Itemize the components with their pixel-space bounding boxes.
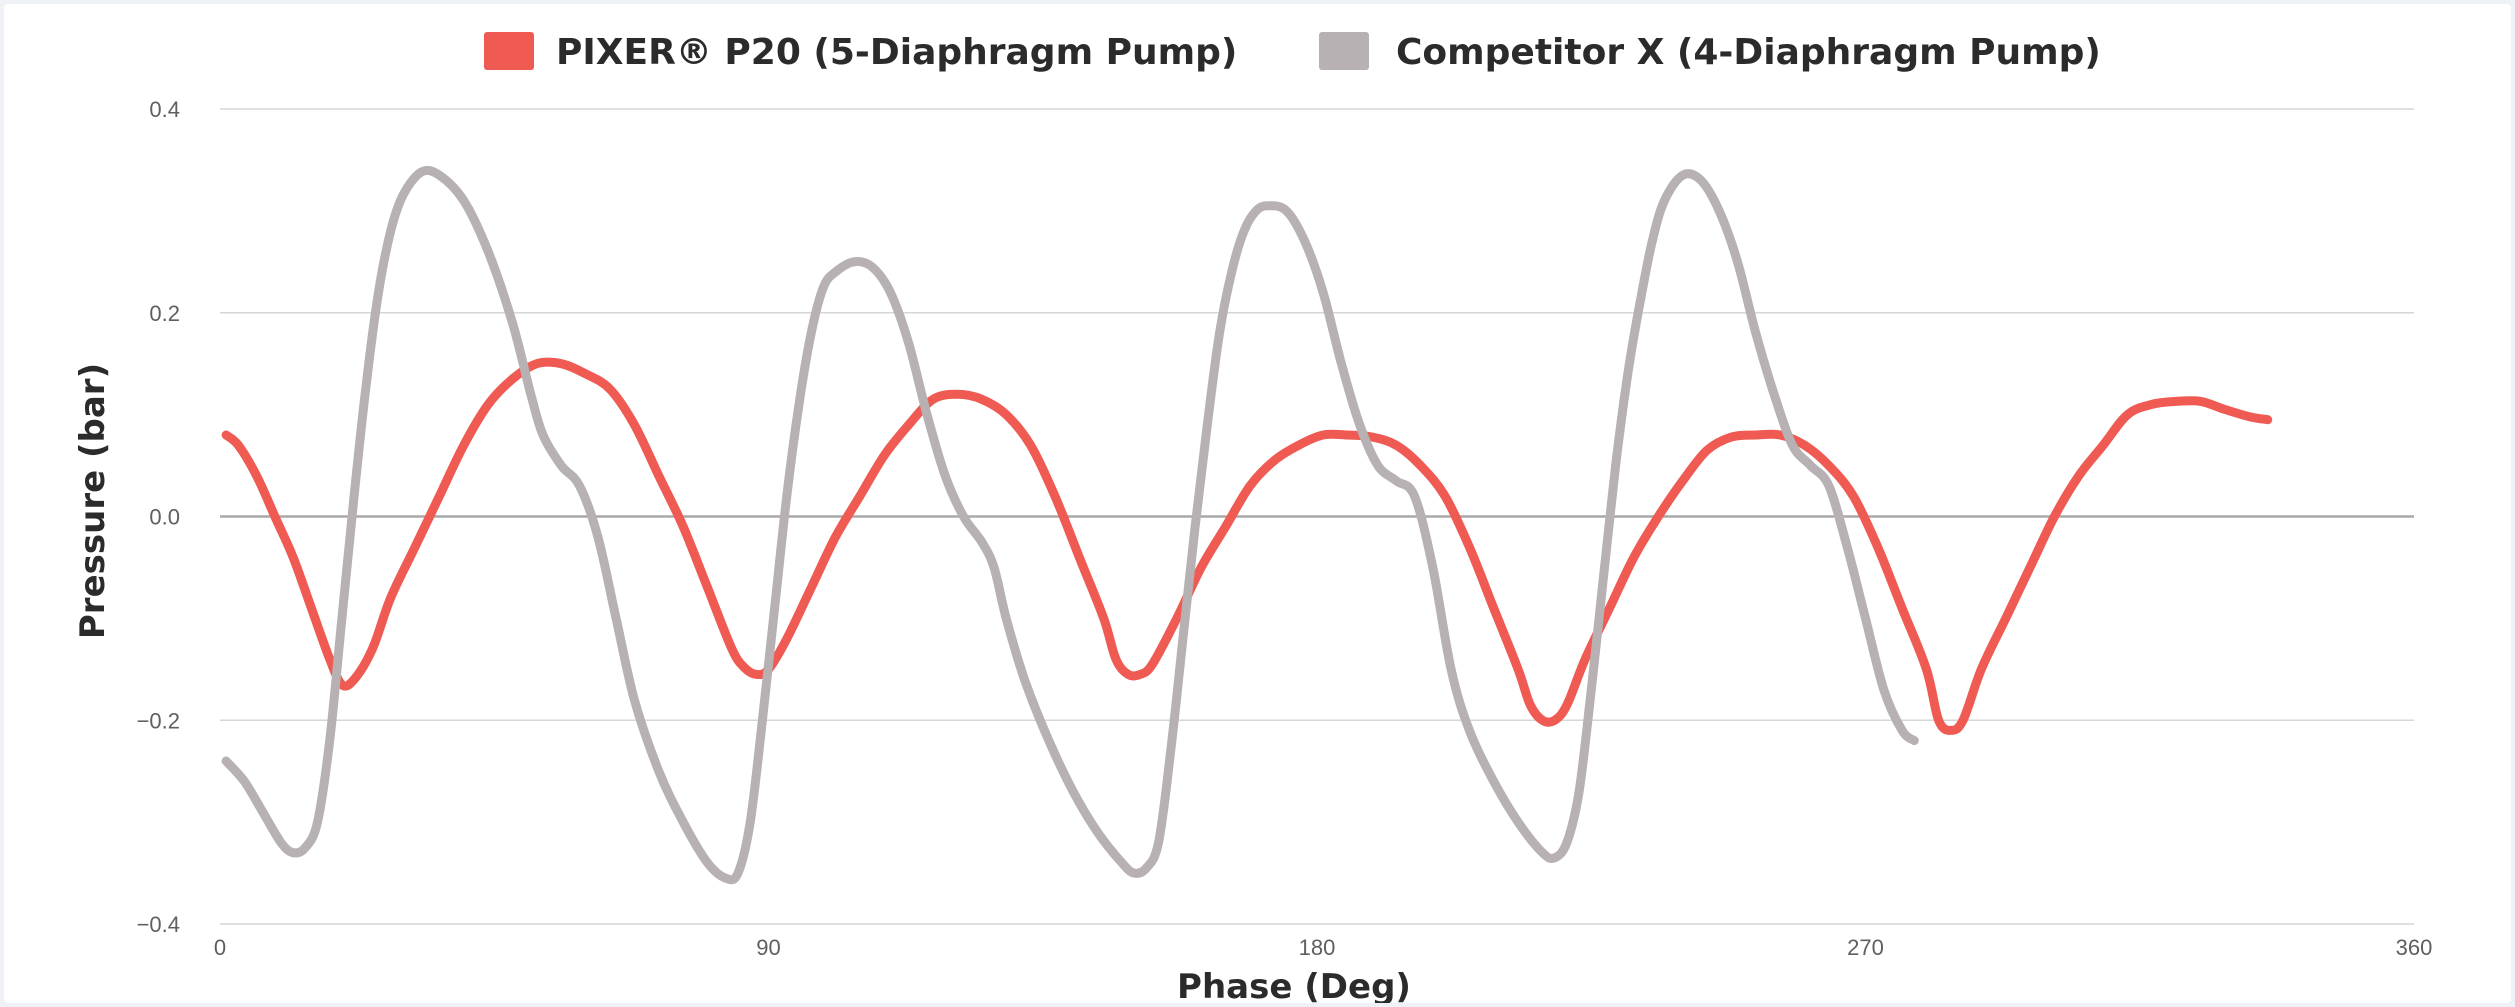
y-axis-title: Pressure (bar) [73,363,113,639]
x-tick-label: 0 [214,935,226,960]
series-line-pixer [221,357,2273,735]
x-tick-label: 180 [1299,935,1336,960]
legend: PIXER® P20 (5-Diaphragm Pump) Competitor… [484,32,2101,73]
x-axis-title: Phase (Deg) [1177,967,1411,1003]
y-tick-label: 0.2 [149,301,180,326]
series-lines [221,165,2273,885]
x-tick-label: 360 [2396,935,2433,960]
y-tick-label: −0.4 [137,912,180,937]
x-tick-labels: 0 90 180 270 360 [214,935,2432,960]
legend-label-competitor: Competitor X (4-Diaphragm Pump) [1396,32,2101,73]
y-tick-label: −0.2 [137,708,180,733]
y-tick-labels: 0.4 0.2 0.0 −0.2 −0.4 [137,97,180,937]
chart-frame: 0.4 0.2 0.0 −0.2 −0.4 0 90 180 270 360 PIXER® P2… [4,4,2511,1003]
series-line-competitor [221,165,1919,885]
y-tick-label: 0.0 [149,505,180,530]
legend-swatch-competitor [1319,32,1369,70]
x-tick-label: 270 [1847,935,1884,960]
legend-swatch-pixer [484,32,534,70]
chart-svg: 0.4 0.2 0.0 −0.2 −0.4 0 90 180 270 360 PIXER® P2… [73,32,2432,1003]
legend-label-pixer: PIXER® P20 (5-Diaphragm Pump) [556,32,1237,73]
x-tick-label: 90 [756,935,780,960]
grid-lines [220,108,2414,925]
y-tick-label: 0.4 [149,97,180,122]
